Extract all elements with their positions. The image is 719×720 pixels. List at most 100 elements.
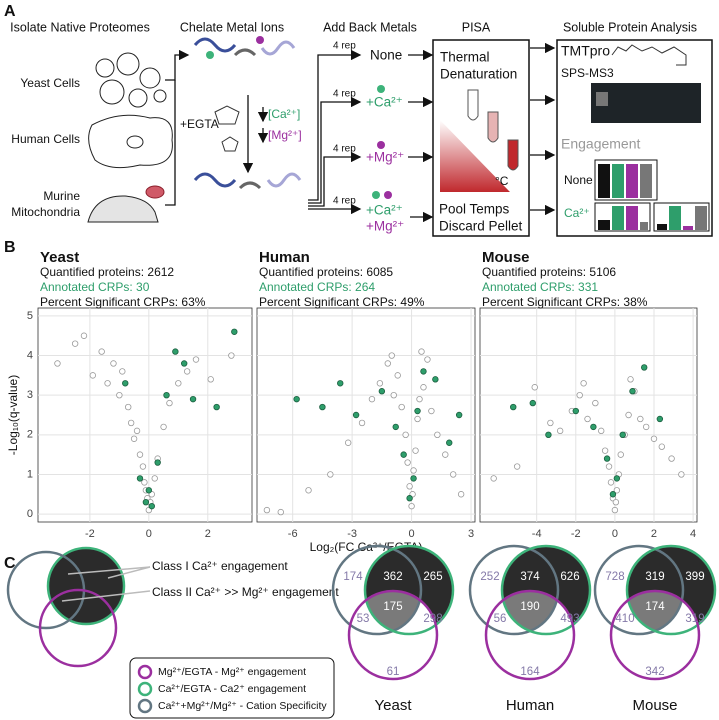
x-tick-label: 0: [612, 528, 618, 540]
data-point: [613, 475, 621, 482]
legend: Mg²⁺/EGTA - Mg²⁺ engagement Ca²⁺/EGTA - C…: [137, 664, 327, 714]
data-point: [607, 479, 615, 486]
mouse-icon: [87, 195, 159, 223]
legend-label: Mg²⁺/EGTA - Mg²⁺ engagement: [158, 666, 306, 678]
data-point: [556, 427, 564, 435]
venn-count: 374: [520, 571, 540, 583]
data-point: [133, 427, 141, 435]
data-point: [358, 419, 366, 427]
pisa-text: Pool Temps: [439, 202, 510, 217]
data-point: [416, 395, 423, 403]
venn-label: Human: [506, 697, 554, 714]
data-point: [598, 427, 605, 435]
panel-letter: C: [4, 555, 16, 572]
chart-annotation: Quantified proteins: 5106: [482, 265, 616, 279]
data-point: [642, 423, 650, 431]
schematic-circle: [46, 546, 126, 626]
rep-label: 4 rep: [333, 89, 356, 100]
chart-annotation: Annotated CRPs: 30: [40, 280, 150, 294]
data-point: [213, 403, 220, 411]
tube-icon: [467, 89, 479, 121]
ion-icon: [377, 85, 385, 93]
data-point: [432, 376, 439, 383]
step-header: Add Back Metals: [323, 20, 417, 34]
pointer: [61, 590, 151, 602]
instrument-icon: [591, 83, 701, 123]
tube-icon: [507, 139, 519, 171]
data-point: [392, 423, 399, 431]
panel-c: C Class I Ca²⁺ engagement Class II Ca²⁺ …: [4, 544, 717, 719]
data-point: [613, 487, 621, 494]
tube-icon: [487, 111, 499, 143]
data-point: [414, 415, 421, 423]
data-point: [400, 451, 407, 458]
data-point: [54, 360, 61, 367]
data-point: [668, 455, 675, 462]
arrow: [165, 140, 176, 206]
chart-title: Human: [259, 249, 310, 266]
step-header: Chelate Metal Ions: [180, 20, 284, 34]
venn-count: 342: [645, 666, 664, 678]
data-point: [368, 395, 376, 403]
nucleus-icon: [126, 135, 144, 149]
x-tick-label: 0: [146, 528, 152, 540]
data-point: [590, 423, 597, 431]
data-point: [352, 411, 360, 419]
data-point: [207, 376, 214, 383]
data-point: [420, 384, 427, 391]
venn-count: 298: [423, 613, 442, 625]
data-point: [450, 471, 457, 478]
yeast-icon: [95, 52, 167, 108]
data-point: [71, 340, 79, 347]
data-point: [428, 407, 435, 415]
data-point: [510, 403, 517, 411]
arrow: [165, 49, 190, 81]
data-point: [627, 376, 634, 383]
class-label: Class I Ca²⁺ engagement: [152, 559, 288, 573]
panel-letter: A: [4, 3, 16, 20]
data-point: [390, 391, 397, 399]
data-point: [151, 475, 158, 482]
pisa-text: Denaturation: [440, 67, 517, 82]
ion-icon: [372, 191, 380, 199]
data-point: [394, 372, 401, 379]
data-point: [337, 380, 344, 387]
sample-label: Mitochondria: [11, 205, 80, 219]
data-point: [625, 411, 632, 419]
venn-count: 53: [357, 613, 370, 625]
analysis-text: Ca²⁺: [564, 206, 590, 220]
pisa-text: Thermal: [440, 50, 490, 65]
schematic-circle: [38, 588, 118, 668]
data-point: [658, 443, 666, 450]
chart-annotation: Annotated CRPs: 264: [259, 280, 375, 294]
venn-circle: [625, 544, 717, 636]
data-point: [388, 352, 395, 359]
venn-circle: [593, 544, 685, 636]
venn-circle: [331, 544, 423, 636]
data-point: [637, 415, 644, 423]
metal-label: +Mg²⁺: [366, 219, 404, 234]
data-point: [617, 451, 624, 458]
data-point: [490, 475, 497, 482]
venn-circle: [500, 544, 592, 636]
x-tick-label: 2: [651, 528, 657, 540]
venn-count: 399: [685, 571, 704, 583]
venn-count: 174: [343, 571, 363, 583]
data-point: [384, 360, 391, 367]
data-point: [192, 356, 200, 363]
x-tick-label: -3: [347, 528, 357, 540]
y-tick-label: 4: [27, 349, 33, 361]
chart-annotation: Percent Significant CRPs: 63%: [40, 295, 206, 309]
step-header: Isolate Native Proteomes: [10, 20, 150, 34]
data-point: [89, 372, 97, 379]
data-point: [183, 368, 191, 375]
ion-icon: [384, 191, 392, 199]
venn-count: 728: [605, 571, 624, 583]
data-point: [124, 403, 132, 411]
data-point: [110, 360, 117, 367]
venn-count: 265: [423, 571, 442, 583]
chart-annotation: Quantified proteins: 6085: [259, 265, 393, 279]
temperature-gradient: [440, 120, 510, 192]
